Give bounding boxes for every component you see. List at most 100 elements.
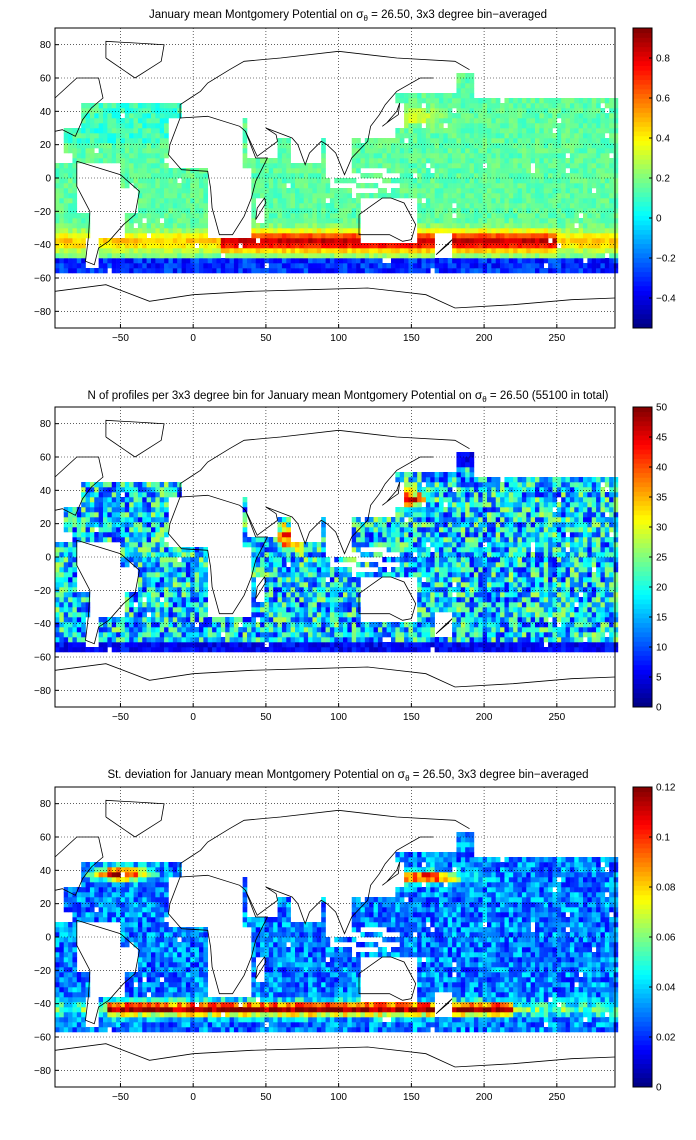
heatmap-cell [530, 622, 536, 628]
heatmap-cell [452, 647, 457, 653]
heatmap-cell [151, 113, 156, 119]
heatmap-cell [338, 612, 344, 618]
heatmap-cell [452, 198, 457, 204]
heatmap-cell [351, 223, 357, 229]
heatmap-cell [500, 607, 505, 613]
heatmap-cell [495, 138, 501, 144]
y-tick-label: 40 [40, 107, 52, 118]
heatmap-cell [343, 617, 348, 623]
heatmap-cell [513, 587, 518, 593]
heatmap-cell [260, 163, 265, 169]
heatmap-cell [164, 587, 169, 593]
heatmap-cell [76, 143, 82, 149]
heatmap-cell [343, 243, 348, 249]
heatmap-cell [439, 158, 444, 164]
heatmap-cell [168, 248, 174, 254]
heatmap-cell [456, 622, 462, 628]
heatmap-cell [312, 228, 318, 234]
heatmap-cell [513, 642, 518, 648]
heatmap-cell [600, 647, 606, 653]
heatmap-cell [487, 208, 492, 214]
heatmap-cell [151, 268, 156, 274]
heatmap-cell [364, 258, 370, 264]
heatmap-cell [504, 113, 510, 119]
heatmap-cell [465, 103, 470, 109]
heatmap-cell [63, 602, 69, 608]
heatmap-cell [129, 123, 134, 129]
heatmap-cell [151, 198, 156, 204]
heatmap-cell [556, 617, 562, 623]
heatmap-cell [151, 622, 156, 628]
colorbar-tick-label: 0.8 [656, 54, 670, 65]
heatmap-cell [548, 582, 553, 588]
heatmap-cell [312, 193, 318, 199]
title-text: N of profiles per 3x3 degree bin for Jan… [87, 390, 474, 402]
heatmap-cell [556, 128, 562, 134]
heatmap-cell [133, 248, 139, 254]
heatmap-cell [578, 193, 584, 199]
heatmap-cell [495, 233, 501, 239]
heatmap-cell [508, 118, 514, 124]
heatmap-cell [583, 193, 588, 199]
heatmap-cell [530, 253, 536, 259]
heatmap-cell [417, 148, 422, 154]
heatmap-cell [556, 238, 562, 244]
heatmap-cell [508, 208, 514, 214]
heatmap-cell [255, 263, 261, 269]
heatmap-cell [517, 118, 523, 124]
heatmap-cell [569, 627, 575, 633]
heatmap-cell [583, 647, 588, 653]
heatmap-cell [277, 597, 283, 603]
heatmap-cell [604, 173, 610, 179]
heatmap-cell [107, 632, 113, 638]
heatmap-cell [312, 622, 318, 628]
heatmap-cell [155, 163, 161, 169]
heatmap-cell [613, 163, 619, 169]
heatmap-cell [443, 148, 449, 154]
heatmap-cell [521, 622, 527, 628]
heatmap-cell [124, 168, 130, 174]
heatmap-cell [543, 198, 549, 204]
heatmap-cell [373, 632, 379, 638]
heatmap-cell [504, 582, 510, 588]
heatmap-cell [273, 268, 278, 274]
heatmap-cell [521, 128, 527, 134]
heatmap-cell [159, 617, 165, 623]
heatmap-cell [574, 617, 579, 623]
heatmap-cell [565, 138, 571, 144]
heatmap-cell [369, 268, 374, 274]
heatmap-cell [600, 612, 606, 618]
heatmap-cell [561, 622, 566, 628]
heatmap-cell [456, 268, 462, 274]
heatmap-cell [386, 248, 392, 254]
heatmap-cell [578, 128, 584, 134]
heatmap-cell [68, 148, 73, 154]
heatmap-cell [600, 607, 606, 613]
heatmap-cell [268, 208, 274, 214]
heatmap-cell [447, 258, 453, 264]
heatmap-cell [561, 238, 566, 244]
heatmap-cell [596, 143, 601, 149]
heatmap-cell [565, 587, 571, 593]
heatmap-cell [347, 582, 353, 588]
heatmap-cell [587, 248, 593, 254]
heatmap-cell [338, 178, 344, 184]
heatmap-cell [116, 158, 121, 164]
heatmap-cell [68, 238, 73, 244]
heatmap-cell [526, 258, 531, 264]
heatmap-cell [347, 587, 353, 593]
heatmap-cell [364, 148, 370, 154]
heatmap-cell [68, 587, 73, 593]
heatmap-cell [447, 263, 453, 269]
heatmap-cell [399, 93, 405, 99]
heatmap-cell [277, 617, 283, 623]
heatmap-cell [543, 607, 549, 613]
heatmap-cell [604, 607, 610, 613]
heatmap-cell [508, 183, 514, 189]
heatmap-cell [212, 617, 217, 623]
heatmap-cell [63, 263, 69, 269]
heatmap-cell [146, 617, 152, 623]
heatmap-cell [207, 263, 213, 269]
heatmap-cell [395, 193, 401, 199]
heatmap-cell [81, 617, 86, 623]
